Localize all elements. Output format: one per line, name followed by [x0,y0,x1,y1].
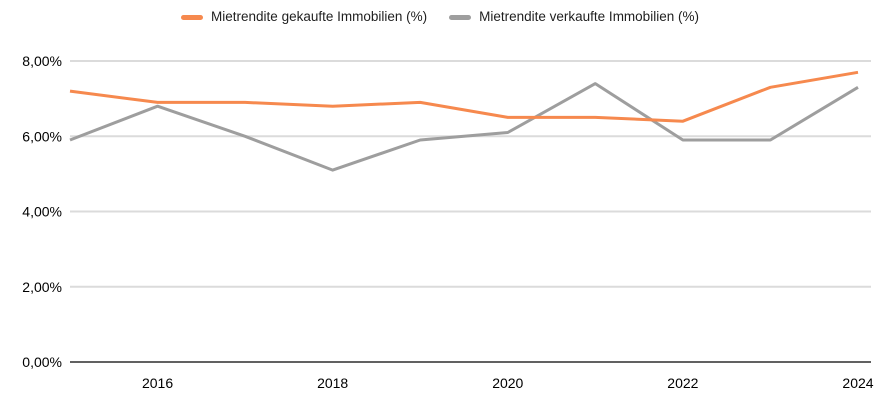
x-axis-tick-label: 2020 [492,375,523,391]
series-line-gekaufte[interactable] [69,70,859,123]
y-axis-tick-label: 6,00% [22,128,62,144]
chart-legend: Mietrendite gekaufte Immobilien (%) Miet… [0,8,880,26]
legend-item-gekaufte[interactable]: Mietrendite gekaufte Immobilien (%) [181,8,427,26]
legend-label-verkaufte: Mietrendite verkaufte Immobilien (%) [479,9,699,24]
x-axis-tick-label: 2016 [142,375,173,391]
legend-swatch-gekaufte-icon [181,14,204,20]
y-axis-tick-label: 8,00% [22,53,62,69]
legend-label-gekaufte: Mietrendite gekaufte Immobilien (%) [211,9,428,24]
series-line-verkaufte[interactable] [69,82,859,172]
x-axis-tick-label: 2022 [667,375,698,391]
y-axis-tick-label: 0,00% [22,354,62,370]
y-axis-tick-label: 4,00% [22,204,62,220]
legend-swatch-verkaufte-icon [449,14,472,20]
legend-item-verkaufte[interactable]: Mietrendite verkaufte Immobilien (%) [449,8,699,26]
x-axis-tick-label: 2024 [842,375,873,391]
y-axis-tick-label: 2,00% [22,279,62,295]
x-axis-tick-label: 2018 [317,375,348,391]
